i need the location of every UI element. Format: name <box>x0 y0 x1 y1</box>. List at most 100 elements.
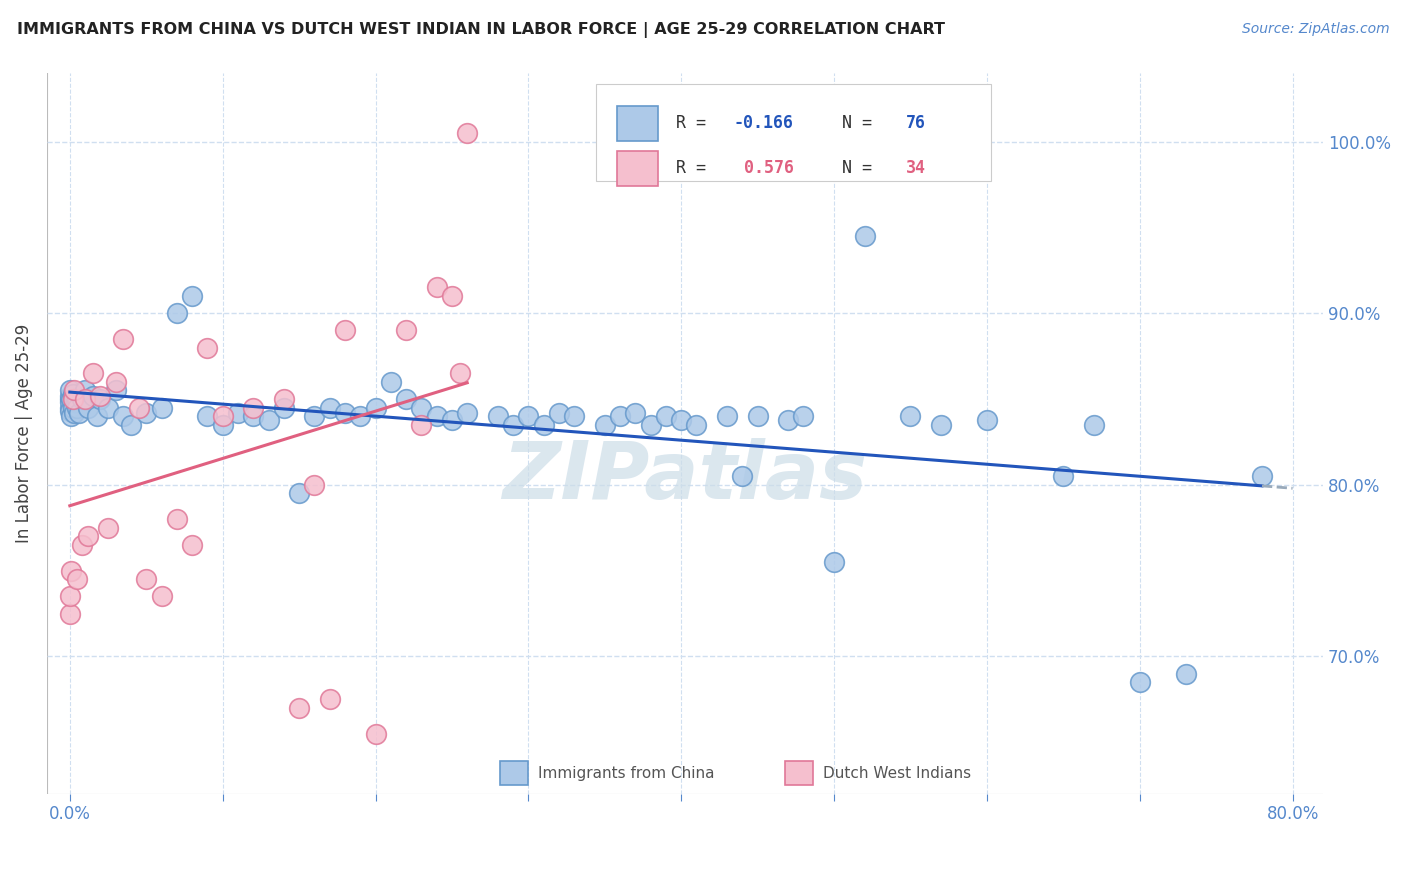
Point <box>593 417 616 432</box>
Point <box>63 392 86 406</box>
Point <box>318 401 340 415</box>
Point <box>1052 469 1074 483</box>
Point <box>548 406 571 420</box>
Point <box>1083 417 1105 432</box>
Point <box>97 521 120 535</box>
Point <box>456 126 478 140</box>
Bar <box>501 761 529 785</box>
Point <box>486 409 509 424</box>
Point <box>62 387 84 401</box>
Point <box>62 392 84 406</box>
Text: ZIPatlas: ZIPatlas <box>502 438 868 516</box>
Point <box>456 406 478 420</box>
Point <box>562 409 585 424</box>
Point <box>731 469 754 483</box>
Point <box>823 555 845 569</box>
Point <box>120 417 142 432</box>
Point <box>333 323 356 337</box>
Point <box>112 332 135 346</box>
Point <box>257 412 280 426</box>
Bar <box>785 761 813 785</box>
Point <box>211 417 233 432</box>
Point <box>1251 469 1274 483</box>
Point <box>364 401 387 415</box>
Point <box>624 406 647 420</box>
Point <box>63 384 86 398</box>
Point <box>1174 666 1197 681</box>
Point <box>59 395 82 409</box>
Point <box>426 280 449 294</box>
Point <box>502 417 524 432</box>
Point <box>66 392 89 406</box>
Point <box>135 572 157 586</box>
Point <box>67 406 90 420</box>
Point <box>62 401 84 415</box>
Point <box>135 406 157 420</box>
Text: Source: ZipAtlas.com: Source: ZipAtlas.com <box>1241 22 1389 37</box>
Text: N =: N = <box>821 160 882 178</box>
Point <box>685 417 707 432</box>
Point <box>364 726 387 740</box>
Point <box>97 401 120 415</box>
Point <box>128 401 150 415</box>
Point <box>395 392 418 406</box>
Point <box>411 401 433 415</box>
Point <box>195 409 218 424</box>
Point <box>70 392 93 406</box>
Text: Immigrants from China: Immigrants from China <box>538 766 714 781</box>
Point <box>395 323 418 337</box>
Point <box>75 392 97 406</box>
Bar <box>617 151 658 186</box>
Point <box>747 409 769 424</box>
Point <box>655 409 678 424</box>
Point <box>60 392 83 406</box>
Point <box>60 564 83 578</box>
Point <box>63 406 86 420</box>
Bar <box>617 106 658 141</box>
Text: R =: R = <box>676 160 716 178</box>
Text: R =: R = <box>676 114 716 132</box>
Point <box>242 401 264 415</box>
Point <box>609 409 631 424</box>
Point <box>89 388 111 402</box>
Point <box>304 409 326 424</box>
Point <box>288 701 311 715</box>
Point <box>716 409 738 424</box>
Point <box>150 401 173 415</box>
Point <box>778 412 800 426</box>
Point <box>440 412 463 426</box>
FancyBboxPatch shape <box>596 84 991 181</box>
Point <box>900 409 922 424</box>
Point <box>242 409 264 424</box>
Point <box>66 572 89 586</box>
Point <box>59 388 82 402</box>
Point <box>411 417 433 432</box>
Point <box>792 409 814 424</box>
Point <box>59 404 82 418</box>
Point <box>60 409 83 424</box>
Point <box>181 538 204 552</box>
Point <box>380 375 402 389</box>
Point <box>82 388 104 402</box>
Point <box>211 409 233 424</box>
Point <box>59 384 82 398</box>
Point <box>318 692 340 706</box>
Point <box>533 417 555 432</box>
Point <box>929 417 952 432</box>
Text: IMMIGRANTS FROM CHINA VS DUTCH WEST INDIAN IN LABOR FORCE | AGE 25-29 CORRELATIO: IMMIGRANTS FROM CHINA VS DUTCH WEST INDI… <box>17 22 945 38</box>
Point <box>669 412 692 426</box>
Point <box>77 401 100 415</box>
Point <box>273 392 295 406</box>
Point <box>59 401 82 415</box>
Point <box>517 409 540 424</box>
Point <box>66 401 89 415</box>
Text: Dutch West Indians: Dutch West Indians <box>823 766 972 781</box>
Point <box>226 406 249 420</box>
Point <box>166 306 188 320</box>
Text: 76: 76 <box>905 114 925 132</box>
Text: -0.166: -0.166 <box>734 114 793 132</box>
Point <box>440 289 463 303</box>
Point <box>86 409 108 424</box>
Point <box>304 478 326 492</box>
Point <box>426 409 449 424</box>
